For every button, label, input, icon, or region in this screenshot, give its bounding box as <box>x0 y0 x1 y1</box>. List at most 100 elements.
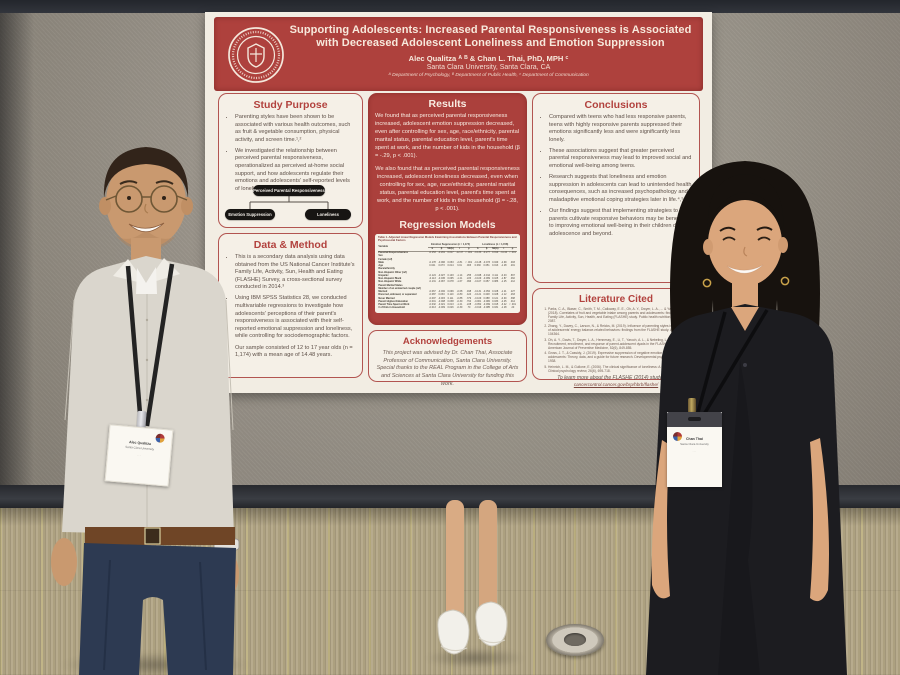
table-row-label: Divorced, widowed, or separated <box>378 293 417 297</box>
badge-logo <box>673 432 682 441</box>
badge-footer: · · · <box>692 450 697 453</box>
badge-name: Chan Thai <box>686 437 703 441</box>
acknowledgements-heading: Acknowledgements <box>402 336 493 347</box>
table-cell: 3.01 <box>457 264 462 268</box>
table-cell: .228 <box>466 303 472 306</box>
table-cell: -1.21 <box>456 277 463 281</box>
table-cell: -0.021 <box>438 303 446 306</box>
table-cell: 0.033 <box>492 299 499 303</box>
table-cell: -0.045 <box>438 277 446 281</box>
table-cell: -11.44 <box>500 251 508 255</box>
table-cell: .424 <box>466 293 472 297</box>
bullet: Our findings suggest that implementing s… <box>549 208 692 238</box>
table-row-label: # of Kids in Household <box>378 306 405 310</box>
table-cell: 0.108 <box>492 290 499 294</box>
table-cell: -0.107 <box>474 280 482 284</box>
table-cell: 0.105 <box>492 277 499 281</box>
table-subcol: t <box>499 247 509 253</box>
table-cell: .003 <box>510 260 515 264</box>
table-cell: -0.131 <box>474 290 482 294</box>
table-row-label: Non-Hispanic White <box>378 280 402 284</box>
name-badge-alec: Alec Qualitza Santa Clara University · ·… <box>104 424 174 487</box>
table-cell: -0.43 <box>500 273 507 277</box>
badge-org: Santa Clara University <box>680 442 709 446</box>
table-cell: -0.109 <box>474 296 482 300</box>
table-cell: 0.038 <box>447 299 454 303</box>
table-cell: -0.68 <box>456 290 463 294</box>
table-cell: 0.078 <box>447 280 454 284</box>
table-cell: -0.009 <box>438 306 446 310</box>
table-row: Parent Time Spent at Work -0.032 -0.021 0.0… <box>378 303 517 307</box>
table-cell: .263 <box>510 293 515 297</box>
table-cell: -2.99 <box>500 260 507 264</box>
table-cell: -0.061 <box>474 299 482 303</box>
table-cell: -2.81 <box>456 260 463 264</box>
table-cell: .201 <box>510 264 515 268</box>
table-cell: -0.015 <box>438 296 446 300</box>
table-row-label: Female (ref) <box>378 257 393 261</box>
reference: Oh, A. Y., Davis, T., Dwyer, L. A., Henn… <box>548 338 692 350</box>
table-cell: 0.026 <box>447 306 454 310</box>
table-cell: -0.069 <box>483 277 491 281</box>
table-cell: 0.111 <box>447 296 454 300</box>
conclusions-panel: Conclusions Compared with teens who had … <box>532 93 700 283</box>
table-cell: -1.12 <box>500 293 507 297</box>
table-row-label: Male <box>378 260 384 264</box>
table-cell: -0.099 <box>483 303 491 306</box>
table-subcol: SE(b) <box>491 246 500 253</box>
study-purpose-bullets: Parenting styles have been shown to be a… <box>226 114 355 193</box>
bullet: This is a secondary data analysis using … <box>235 254 355 292</box>
ceiling-strip <box>0 0 900 13</box>
table-cell: < .001 <box>465 260 473 264</box>
table-cell: -1.14 <box>456 273 463 277</box>
wall-shadow <box>0 13 34 495</box>
table-row-label: Hispanic <box>378 273 389 277</box>
diagram-node-parental-responsiveness: Perceived Parental Responsiveness <box>253 185 325 196</box>
table-subcol: p <box>464 247 474 253</box>
table-cell: -0.291 <box>438 251 446 255</box>
table-cell: 0.030 <box>474 264 481 268</box>
table-cell: -0.082 <box>483 299 491 303</box>
table-row: Married -0.067 -0.032 0.099 -0.68.498 -0.131-… <box>378 290 517 294</box>
table-cell: -0.39 <box>456 306 463 310</box>
table-cell: -0.096 <box>438 260 446 264</box>
table-cell: -1.28 <box>500 264 507 268</box>
regression-table-box: Table 1. Adjusted Linear Regression Mode… <box>375 233 520 313</box>
results-heading: Results <box>428 98 467 110</box>
table-cell: .212 <box>510 280 515 284</box>
table-cell: -0.048 <box>474 273 482 277</box>
table-cell: < .001 <box>509 251 516 255</box>
table-cell: 0.051 <box>483 264 490 268</box>
table-row: Hispanic -0.124 -0.027 0.103 -1.14.255 -0.048… <box>378 273 517 278</box>
table-cell: 0.110 <box>447 293 454 297</box>
table-subcol: β <box>482 247 492 253</box>
table-cell: .667 <box>510 273 515 277</box>
regression-table: Variable Emotion Suppression (n = 1,174)… <box>378 243 517 310</box>
table-cell: .498 <box>466 290 472 294</box>
badge-clip <box>688 398 696 415</box>
table-row: Non-Hispanic Black -0.113 -0.045 0.095 -1.21… <box>378 277 517 281</box>
bullet: Parenting styles have been shown to be a… <box>235 114 355 144</box>
table-cell: -0.124 <box>428 273 436 277</box>
badge-logo <box>155 433 165 444</box>
table-cell: -0.085 <box>483 306 491 310</box>
table-cell: 0.073 <box>438 264 445 268</box>
table-cell: .255 <box>466 273 472 277</box>
table-cell: -0.001 <box>428 299 436 303</box>
table-row: Female (ref) <box>378 258 517 261</box>
table-group-header: Loneliness (n = 1,158) <box>473 243 517 248</box>
table-subcol: b <box>473 247 483 253</box>
table-cell: 0.086 <box>492 280 499 284</box>
regression-table-caption: Table 1. Adjusted Linear Regression Mode… <box>378 236 517 243</box>
table-row: Never Married -0.097 -0.015 0.111 -0.88.379-… <box>378 297 517 300</box>
reference: Parks, C. A., Blaser, C., Smith, T. M., … <box>548 307 692 323</box>
table-cell: .227 <box>510 290 515 294</box>
table-cell: -1.87 <box>500 277 507 281</box>
data-method-bullets: This is a secondary data analysis using … <box>226 254 355 360</box>
table-cell: 0.033 <box>438 293 445 297</box>
table-cell: -0.073 <box>483 260 491 264</box>
table-variable-header: Variable <box>378 243 428 253</box>
diagram-node-emotion-suppression: Emotion Suppression <box>225 209 275 220</box>
table-row: Member of an unmarried couple (ref) <box>378 287 517 291</box>
